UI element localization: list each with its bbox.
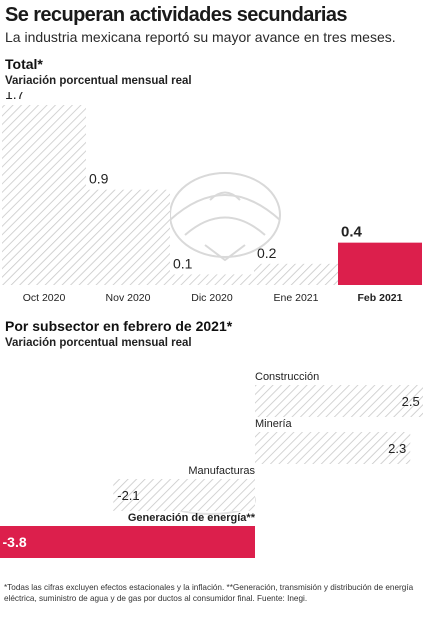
total-bar bbox=[254, 263, 338, 285]
subsector-bar bbox=[255, 385, 423, 417]
subsector-bar bbox=[255, 432, 411, 464]
total-bar bbox=[338, 242, 422, 285]
subsector-bar bbox=[113, 479, 255, 511]
chart-title: Se recuperan actividades secundarias bbox=[5, 4, 348, 26]
total-value-label: 0.4 bbox=[341, 224, 363, 241]
subsector-section-subtitle: Variación porcentual mensual real bbox=[5, 337, 192, 349]
total-bar bbox=[2, 105, 86, 285]
subsector-value-label: 2.5 bbox=[402, 394, 420, 409]
total-category-label: Nov 2020 bbox=[106, 292, 151, 304]
subsector-bar bbox=[0, 526, 255, 558]
total-bar-chart: 1.7 Oct 2020 0.9 Nov 2020 0.1 Dic 2020 0.2 Ene … bbox=[2, 92, 422, 304]
subsector-category-label: Construcción bbox=[255, 371, 319, 383]
total-value-label: 0.2 bbox=[257, 245, 277, 261]
subsector-value-label: -2.1 bbox=[117, 488, 139, 503]
total-category-label: Ene 2021 bbox=[274, 292, 319, 304]
subsector-bar-chart: Construcción 2.5 Minería 2.3 Manufacturas -2.… bbox=[0, 371, 423, 558]
chart-subtitle: La industria mexicana reportó su mayor a… bbox=[5, 29, 396, 45]
total-section-title: Total* bbox=[5, 56, 43, 72]
total-category-label: Feb 2021 bbox=[358, 292, 403, 304]
total-category-label: Oct 2020 bbox=[23, 292, 66, 304]
total-section-subtitle: Variación porcentual mensual real bbox=[5, 75, 192, 87]
subsector-category-label: Generación de energía** bbox=[128, 512, 256, 524]
footnote: *Todas las cifras excluyen efectos estac… bbox=[4, 583, 414, 603]
subsector-value-label: -3.8 bbox=[3, 534, 27, 550]
eagle-watermark-icon bbox=[169, 172, 281, 262]
total-value-label: 0.9 bbox=[89, 171, 109, 187]
total-category-label: Dic 2020 bbox=[191, 292, 233, 304]
total-bar bbox=[170, 274, 254, 285]
subsector-section-title: Por subsector en febrero de 2021* bbox=[5, 318, 233, 334]
subsector-category-label: Manufacturas bbox=[188, 465, 255, 477]
total-value-label: 1.7 bbox=[5, 92, 25, 102]
subsector-category-label: Minería bbox=[255, 418, 293, 430]
total-value-label: 0.1 bbox=[173, 255, 193, 271]
subsector-value-label: 2.3 bbox=[388, 441, 406, 456]
total-bar bbox=[86, 189, 170, 285]
